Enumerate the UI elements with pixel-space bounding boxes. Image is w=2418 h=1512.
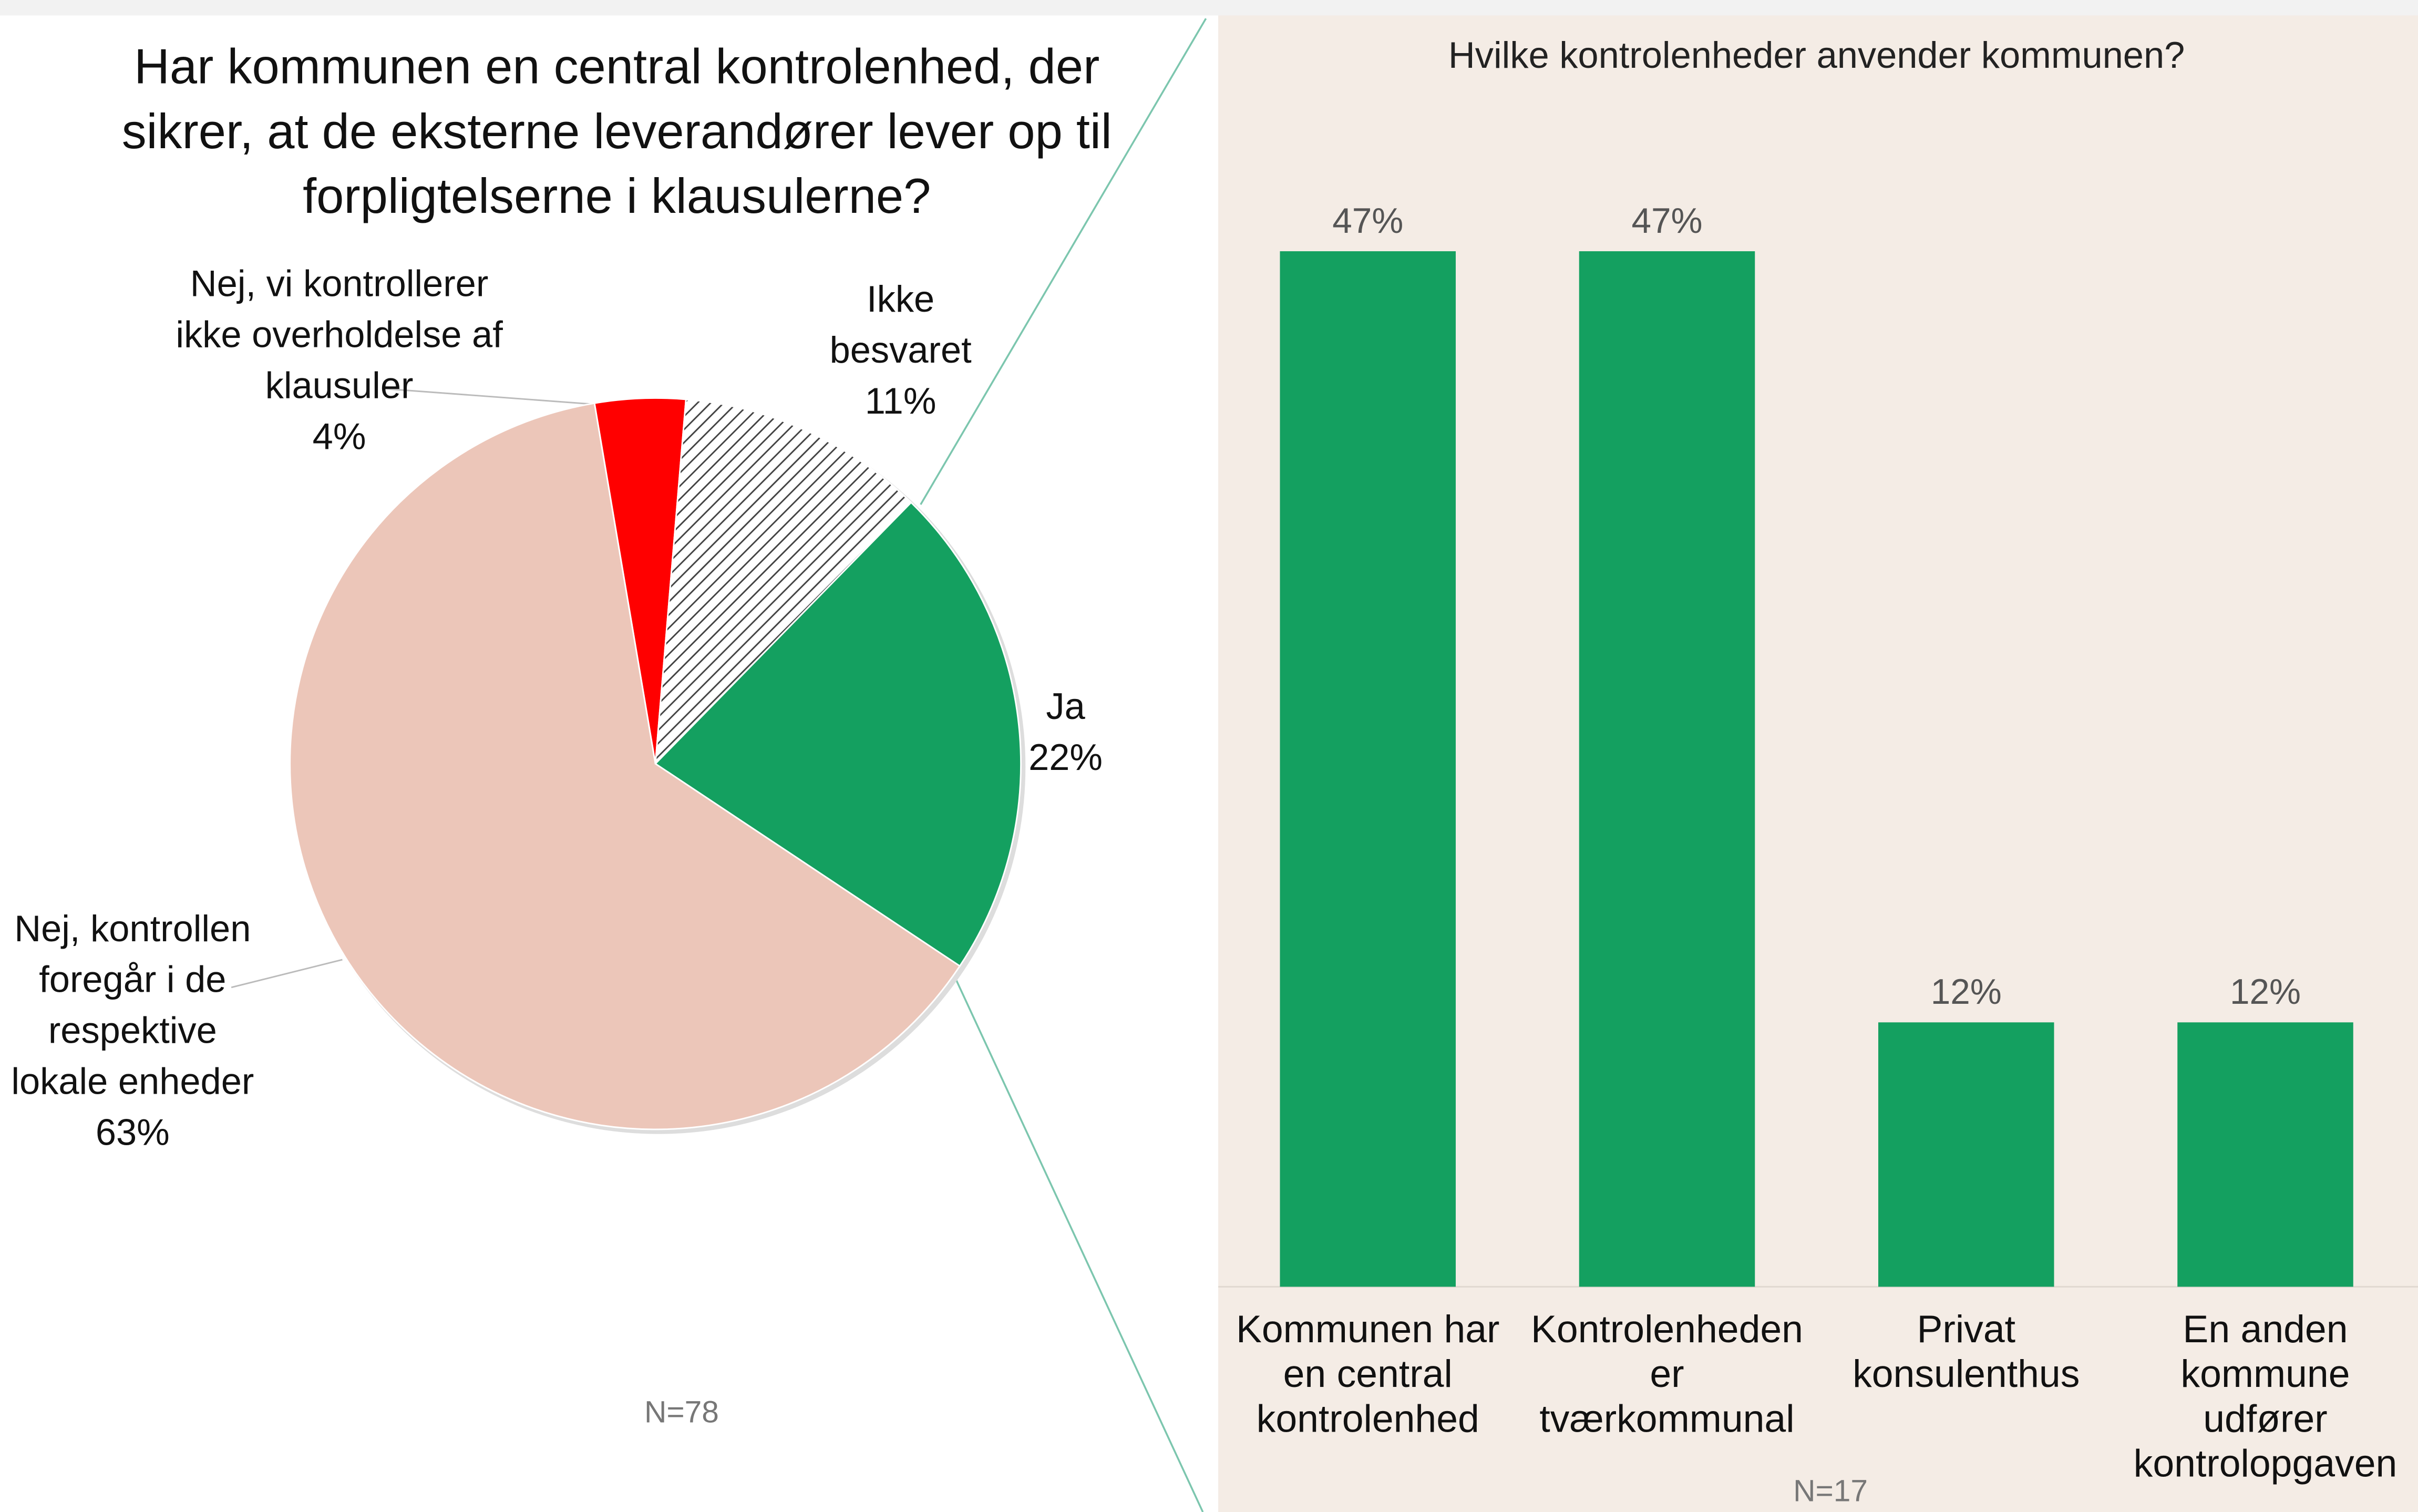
slice-label: Nej, vi kontrollerer ikke overholdelse a… <box>176 264 503 458</box>
value-label: 47% <box>1631 201 1702 241</box>
label-text: En anden kommune udfører kontrolopgaven <box>2133 1308 2398 1486</box>
label-text: Privat konsulenthus <box>1853 1308 2080 1396</box>
slice-label: Ikke besvaret 11% <box>829 279 972 423</box>
note: N=78 <box>644 1395 719 1429</box>
bar <box>2177 1022 2353 1287</box>
label-text: 63% <box>95 1112 170 1154</box>
leader-line <box>385 388 594 405</box>
label-text: 22% <box>1028 737 1103 779</box>
value-label: 12% <box>2230 972 2301 1012</box>
label-text: Ja <box>1046 686 1085 728</box>
label-text: Ikke besvaret <box>829 279 972 372</box>
connector <box>955 979 1204 1512</box>
chart-title: Har kommunen en central kontrolenhed, de… <box>121 38 1112 224</box>
pie-slice <box>654 501 1022 968</box>
bar <box>1280 251 1456 1287</box>
bar <box>1878 1022 2054 1287</box>
x-tick-label: Privat konsulenthus <box>1853 1308 2080 1396</box>
leader-line <box>231 959 343 989</box>
chart-title: Hvilke kontrolenheder anvender kommunen? <box>1448 34 2185 76</box>
label-text: Nej, vi kontrollerer ikke overholdelse a… <box>176 264 503 408</box>
label-text: Har kommunen en central kontrolenhed, de… <box>121 38 1112 224</box>
connector <box>920 18 1207 505</box>
note: N=17 <box>1793 1474 1868 1508</box>
x-tick-label: En anden kommune udfører kontrolopgaven <box>2133 1308 2398 1486</box>
label-text: 4% <box>312 416 366 458</box>
label-text: Nej, kontrollen foregår i de respektive … <box>11 909 254 1104</box>
slice-label: Nej, kontrollen foregår i de respektive … <box>11 909 254 1154</box>
x-tick-label: Kommunen har en central kontrolenhed <box>1236 1308 1500 1441</box>
x-tick-label: Kontrolenheden er tværkommunal <box>1530 1308 1803 1441</box>
pie-slice <box>654 398 912 766</box>
label-text: Kommunen har en central kontrolenhed <box>1236 1308 1500 1441</box>
value-label: 12% <box>1931 972 2002 1012</box>
bar <box>1579 251 1755 1287</box>
label-text: Kontrolenheden er tværkommunal <box>1530 1308 1803 1441</box>
label-text: 11% <box>865 381 937 423</box>
slice-label: Ja 22% <box>1028 686 1103 779</box>
pie-slice <box>289 402 961 1130</box>
value-label: 47% <box>1332 201 1403 241</box>
